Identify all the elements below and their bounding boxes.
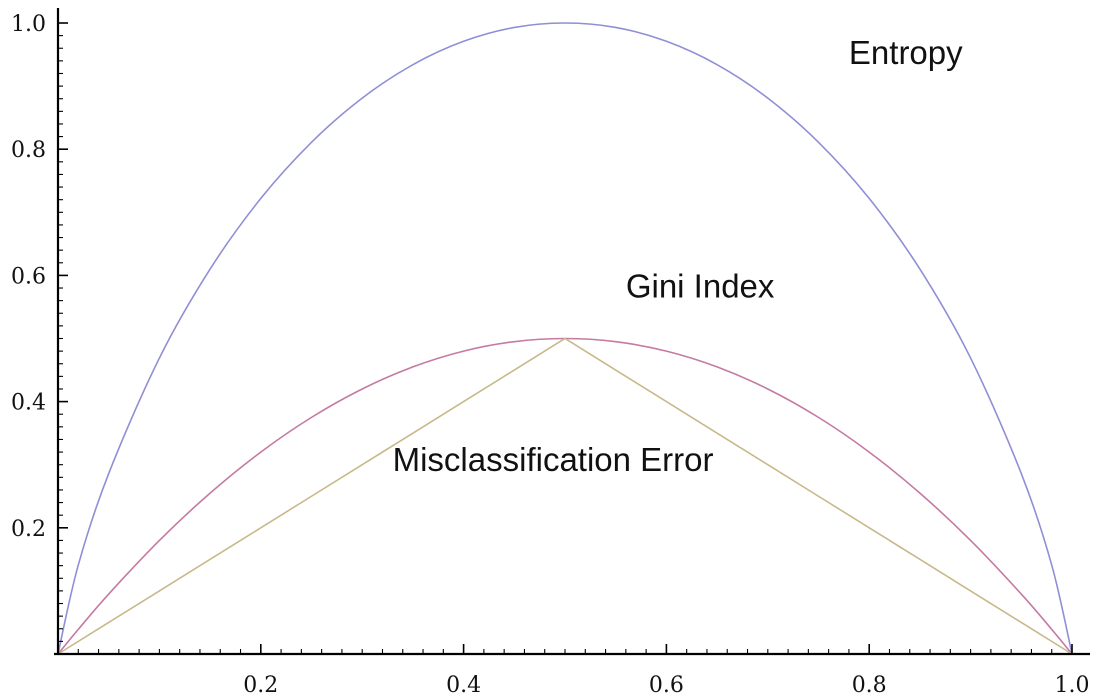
ticks <box>58 22 1073 654</box>
gini-line <box>57 337 1073 655</box>
x-tick-label: 0.2 <box>243 673 278 697</box>
misclassification-line <box>57 337 1073 655</box>
entropy-label: Entropy <box>849 34 963 71</box>
axes <box>54 8 1090 656</box>
y-tick-label: 1.0 <box>11 12 46 37</box>
x-tick-label: 0.6 <box>649 673 684 697</box>
y-tick-label: 0.2 <box>11 517 46 542</box>
annotations: Entropy Gini Index Misclassification Error <box>393 34 964 478</box>
series-layer <box>57 22 1073 655</box>
x-tick-label: 0.4 <box>446 673 481 697</box>
misclassification-label: Misclassification Error <box>393 441 714 478</box>
gini-label: Gini Index <box>626 267 775 304</box>
tick-labels: 0.2 0.4 0.6 0.8 1.0 0.2 0.4 0.6 0.8 1.0 <box>11 12 1090 697</box>
x-tick-label: 0.8 <box>852 673 887 697</box>
x-tick-label: 1.0 <box>1055 673 1090 697</box>
y-tick-label: 0.4 <box>11 391 46 416</box>
entropy-line <box>57 22 1073 655</box>
y-tick-label: 0.8 <box>11 138 46 163</box>
y-tick-label: 0.6 <box>11 264 46 289</box>
